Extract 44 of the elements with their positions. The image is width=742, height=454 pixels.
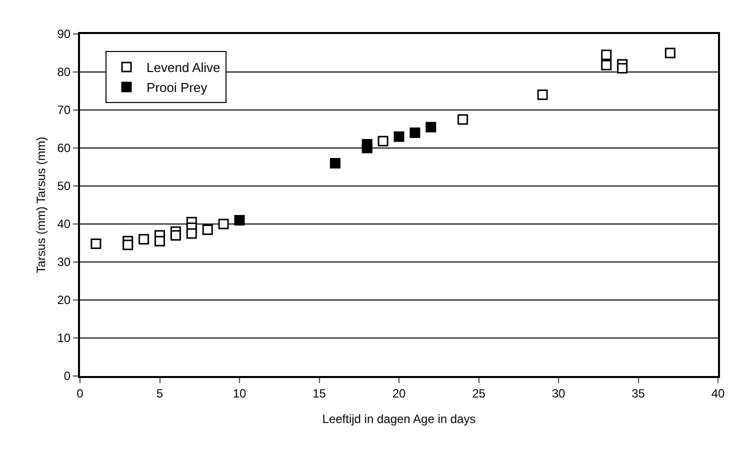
point — [537, 90, 548, 100]
y-tick-label: 0 — [64, 369, 71, 384]
x-tick-label: 5 — [156, 386, 164, 400]
x-tick-label: 40 — [711, 386, 725, 400]
point — [202, 224, 213, 235]
point — [90, 238, 102, 250]
point — [154, 236, 165, 246]
point — [664, 48, 676, 58]
point — [362, 142, 372, 154]
x-tick-label: 0 — [76, 386, 84, 400]
point — [458, 114, 468, 125]
point — [170, 230, 181, 241]
x-tick-label: 30 — [552, 386, 566, 400]
point — [218, 218, 229, 230]
y-tick-label: 40 — [57, 217, 71, 232]
point — [378, 136, 388, 146]
point — [186, 228, 197, 239]
y-tick-label: 20 — [57, 293, 71, 308]
x-tick-label: 15 — [312, 386, 326, 400]
point — [601, 60, 612, 70]
point — [234, 214, 245, 226]
y-tick-label: 90 — [57, 27, 71, 42]
point — [601, 50, 612, 60]
y-tick-label: 80 — [57, 65, 71, 80]
x-tick-label: 25 — [472, 386, 486, 400]
x-axis-title: Leeftijd in dagen Age in days — [322, 412, 476, 426]
x-tick-label: 10 — [232, 386, 246, 400]
point — [122, 240, 134, 250]
x-tick-label: 20 — [392, 386, 406, 400]
y-tick-label: 30 — [57, 255, 71, 270]
point — [138, 234, 150, 244]
point — [617, 62, 628, 74]
legend-label: Levend Alive — [146, 60, 220, 76]
point — [330, 158, 340, 168]
point — [394, 131, 404, 142]
y-axis-title: Tarsus (mm) Tarsus (mm) — [34, 136, 48, 274]
x-tick-label: 35 — [632, 386, 646, 400]
point — [426, 122, 436, 132]
y-tick-label: 60 — [57, 141, 71, 156]
y-tick-label: 50 — [57, 179, 71, 194]
legend-label: Prooi Prey — [146, 80, 208, 96]
point — [410, 128, 420, 138]
y-tick-label: 70 — [57, 103, 71, 118]
y-tick-label: 10 — [57, 331, 71, 346]
